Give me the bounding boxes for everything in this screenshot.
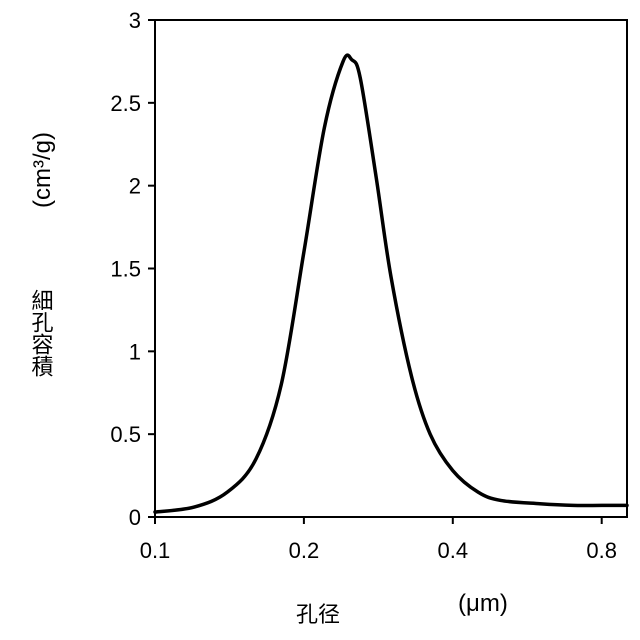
pore-volume-curve: [155, 55, 627, 512]
y-tick-label: 0: [129, 505, 141, 530]
x-axis-label: 孔径: [296, 603, 340, 628]
y-axis-unit: (cm³/g): [29, 132, 56, 208]
y-tick-label: 3: [129, 8, 141, 33]
y-tick-label: 2.5: [110, 91, 141, 116]
x-tick-label: 0.4: [438, 538, 469, 563]
y-tick-label: 1: [129, 339, 141, 364]
y-tick-label: 1.5: [110, 257, 141, 282]
x-tick-label: 0.1: [140, 538, 171, 563]
y-axis-label: 細孔容積: [28, 289, 54, 377]
y-tick-label: 2: [129, 174, 141, 199]
y-axis-ticks: 0 0.5 1 1.5 2 2.5 3: [110, 8, 155, 530]
x-tick-label: 0.2: [289, 538, 320, 563]
x-tick-label: 0.8: [586, 538, 617, 563]
x-axis-ticks: 0.1 0.2 0.4 0.8: [140, 517, 617, 563]
y-tick-label: 0.5: [110, 422, 141, 447]
x-axis-unit: (μm): [458, 590, 508, 617]
